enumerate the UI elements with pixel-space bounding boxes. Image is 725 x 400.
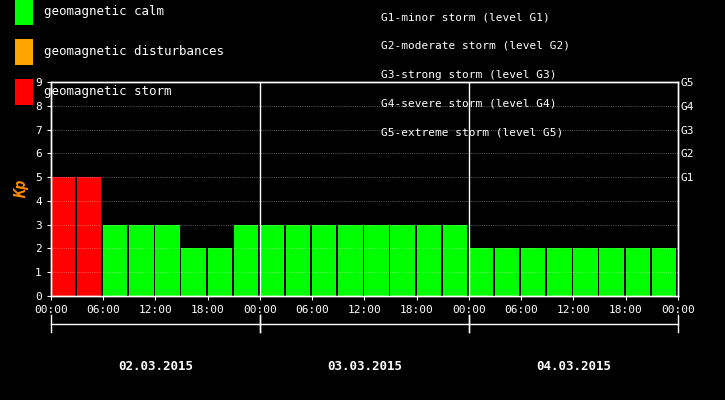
Text: 03.03.2015: 03.03.2015 [327, 360, 402, 373]
Y-axis label: Kp: Kp [14, 180, 30, 198]
Bar [233, 225, 258, 296]
Text: 02.03.2015: 02.03.2015 [117, 360, 193, 373]
Bar [286, 225, 310, 296]
Text: G2-moderate storm (level G2): G2-moderate storm (level G2) [381, 41, 570, 51]
Text: G5-extreme storm (level G5): G5-extreme storm (level G5) [381, 127, 563, 137]
Text: 04.03.2015: 04.03.2015 [536, 360, 611, 373]
Bar [626, 248, 650, 296]
Bar [181, 248, 206, 296]
Text: geomagnetic disturbances: geomagnetic disturbances [44, 46, 223, 58]
Bar [364, 225, 389, 296]
Text: G4-severe storm (level G4): G4-severe storm (level G4) [381, 98, 556, 108]
Bar [469, 248, 493, 296]
Bar [51, 177, 75, 296]
Bar [207, 248, 232, 296]
Bar [155, 225, 180, 296]
Bar [260, 225, 284, 296]
Bar [443, 225, 467, 296]
Bar [600, 248, 624, 296]
Bar [129, 225, 154, 296]
Text: geomagnetic calm: geomagnetic calm [44, 6, 164, 18]
Bar [77, 177, 102, 296]
Bar [547, 248, 571, 296]
Bar [417, 225, 441, 296]
Bar [521, 248, 545, 296]
Bar [312, 225, 336, 296]
Bar [338, 225, 362, 296]
Bar [391, 225, 415, 296]
Text: geomagnetic storm: geomagnetic storm [44, 86, 171, 98]
Bar [103, 225, 128, 296]
Text: G3-strong storm (level G3): G3-strong storm (level G3) [381, 70, 556, 80]
Bar [652, 248, 676, 296]
Text: G1-minor storm (level G1): G1-minor storm (level G1) [381, 12, 550, 22]
Bar [573, 248, 597, 296]
Bar [495, 248, 519, 296]
